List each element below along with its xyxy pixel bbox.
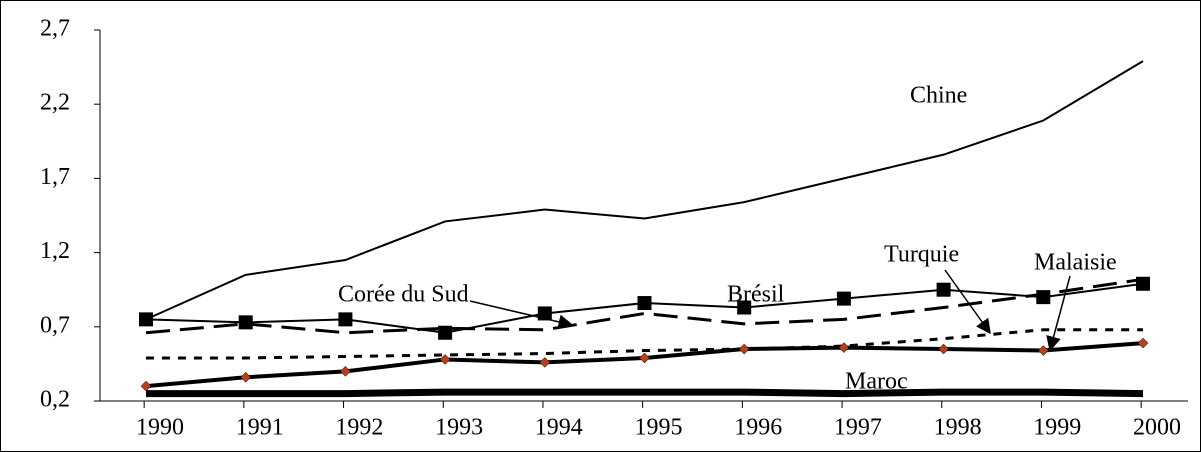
x-tick-label: 1992 — [335, 415, 383, 441]
annotation-arrow — [1046, 275, 1071, 352]
marker — [838, 342, 850, 353]
series-label: Brésil — [727, 282, 785, 308]
series-label: Malaisie — [1034, 250, 1117, 276]
series-line — [145, 60, 1144, 321]
x-tick-label: 1998 — [934, 415, 982, 441]
x-tick-label: 1993 — [435, 415, 483, 441]
x-tick-label: 2000 — [1133, 415, 1181, 441]
x-tick-label: 1990 — [136, 415, 184, 441]
x-tick-label: 1996 — [734, 415, 782, 441]
y-tick-label: 1,7 — [40, 164, 70, 190]
series-label: Turquie — [884, 242, 959, 268]
marker — [438, 325, 453, 340]
x-tick-label: 1995 — [635, 415, 683, 441]
marker — [340, 365, 351, 377]
x-tick-label: 1999 — [1033, 415, 1081, 441]
x-tick-label: 1997 — [834, 415, 882, 441]
y-tick-label: 2,7 — [40, 16, 70, 42]
annotation-arrow — [944, 269, 991, 335]
annotation-arrow — [469, 300, 574, 330]
marker — [1037, 345, 1049, 356]
marker — [140, 380, 152, 392]
marker — [539, 357, 551, 368]
marker — [1137, 337, 1149, 349]
series-label: Chine — [910, 83, 967, 109]
series-line — [146, 388, 1144, 398]
marker — [537, 306, 552, 321]
marker — [240, 371, 252, 383]
series-label: Corée du Sud — [338, 282, 469, 308]
marker — [238, 315, 253, 330]
marker — [738, 343, 750, 355]
x-tick-label: 1991 — [236, 415, 284, 441]
y-tick-label: 0,7 — [40, 312, 70, 338]
marker — [836, 291, 851, 306]
marker — [737, 300, 752, 315]
marker — [139, 312, 153, 327]
x-tick-label: 1994 — [535, 415, 583, 441]
marker — [439, 354, 451, 365]
y-tick-label: 2,2 — [40, 90, 70, 116]
y-tick-label: 0,2 — [40, 387, 70, 413]
marker — [637, 296, 652, 311]
series-line — [146, 328, 1143, 360]
series-label: Maroc — [845, 369, 908, 395]
marker — [338, 312, 353, 327]
y-tick-label: 1,2 — [40, 238, 70, 264]
series-line — [145, 277, 1144, 335]
marker — [938, 343, 949, 355]
marker — [936, 282, 951, 297]
marker — [639, 352, 650, 364]
